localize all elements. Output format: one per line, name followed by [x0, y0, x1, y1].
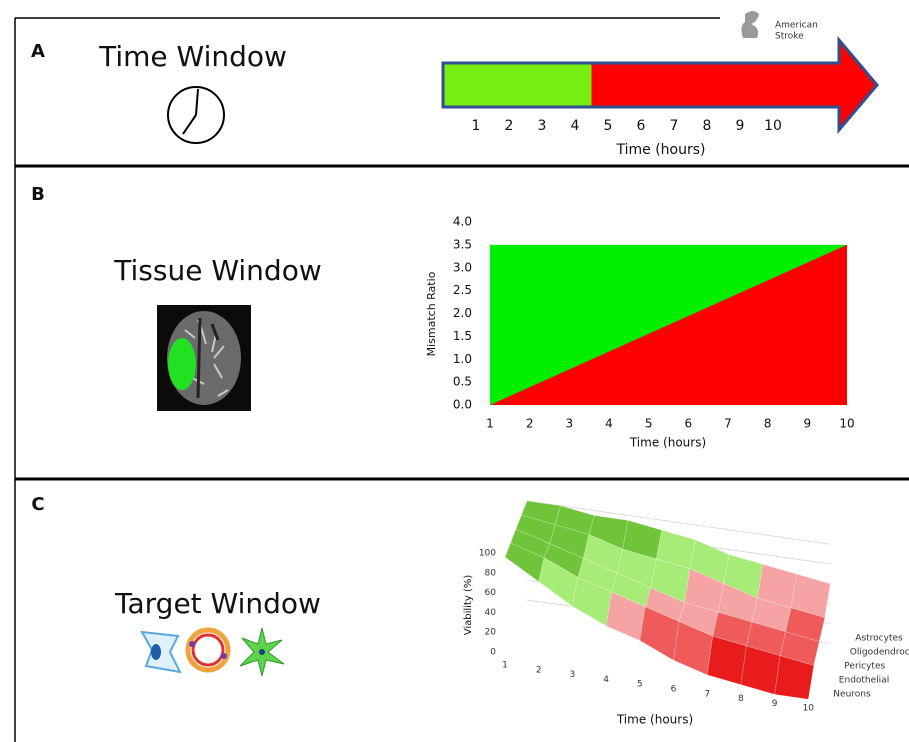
panel-title: Target Window	[114, 587, 321, 620]
series-label: Astrocytes	[855, 634, 903, 644]
panel-title: Tissue Window	[113, 254, 321, 287]
x-tick-label: 7	[704, 689, 710, 699]
x-tick-label: 8	[703, 118, 712, 134]
x-tick-label: 5	[604, 118, 613, 134]
y-tick-label: 4.0	[453, 215, 472, 229]
y-tick-label: 100	[479, 549, 496, 559]
page: {"watermark": ["American", "Stroke"], "c…	[0, 0, 909, 742]
x-tick-label: 2	[536, 665, 542, 675]
panel-title: Time Window	[98, 40, 287, 73]
x-tick-label: 8	[764, 417, 772, 431]
x-tick-label: 10	[764, 118, 782, 134]
x-tick-label: 4	[603, 675, 609, 685]
x-tick-label: 2	[526, 417, 534, 431]
y-tick-label: 20	[485, 628, 497, 638]
time-segment	[443, 63, 592, 107]
x-axis-title: Time (hours)	[629, 436, 706, 450]
logo-icon	[741, 11, 759, 38]
x-tick-label: 5	[645, 417, 653, 431]
series-label: Endothelial	[839, 676, 889, 686]
y-tick-label: 3.0	[453, 260, 472, 274]
x-tick-label: 2	[505, 118, 514, 134]
x-tick-label: 9	[772, 699, 778, 709]
series-label: Neurons	[833, 690, 871, 700]
y-tick-label: 3.5	[453, 237, 472, 251]
y-tick-label: 1.5	[453, 329, 472, 343]
y-tick-label: 0.5	[453, 375, 472, 389]
series-label: Pericytes	[844, 662, 885, 672]
logo-text: Stroke	[775, 32, 804, 42]
y-tick-label: 80	[485, 568, 497, 578]
x-tick-label: 3	[538, 118, 547, 134]
x-tick-label: 7	[724, 417, 732, 431]
x-tick-label: 1	[502, 661, 508, 671]
x-tick-label: 10	[803, 704, 815, 714]
x-tick-label: 4	[571, 118, 580, 134]
x-tick-label: 5	[637, 680, 643, 690]
y-tick-label: 0.0	[453, 398, 472, 412]
clock-hands	[183, 89, 198, 134]
x-axis-title: Time (hours)	[616, 713, 693, 727]
logo-text: American	[775, 21, 818, 31]
x-tick-label: 8	[738, 694, 744, 704]
panel-label: A	[31, 41, 45, 62]
y-tick-label: 60	[485, 588, 497, 598]
x-tick-label: 4	[605, 417, 613, 431]
y-tick-label: 2.5	[453, 283, 472, 297]
y-tick-label: 2.0	[453, 306, 472, 320]
x-tick-label: 6	[685, 417, 693, 431]
y-axis-title: Viability (%)	[463, 575, 474, 636]
panel-label: C	[31, 494, 44, 515]
x-tick-label: 6	[637, 118, 646, 134]
figure: American Stroke ATime Window12345678910T…	[0, 0, 909, 742]
x-tick-label: 6	[671, 685, 677, 695]
x-tick-label: 10	[839, 417, 854, 431]
y-tick-label: 40	[485, 608, 497, 618]
panel-label: B	[31, 184, 45, 205]
x-tick-label: 9	[736, 118, 745, 134]
cell-icons	[142, 628, 284, 676]
time-segment	[592, 40, 878, 130]
x-tick-label: 9	[804, 417, 812, 431]
x-tick-label: 3	[566, 417, 574, 431]
series-label: Oligodendrocytes	[850, 648, 909, 658]
y-tick-label: 1.0	[453, 352, 472, 366]
brain-scan	[157, 305, 251, 411]
x-tick-label: 1	[472, 118, 481, 134]
x-tick-label: 3	[570, 670, 576, 680]
y-axis-title: Mismatch Ratio	[425, 271, 438, 356]
x-tick-label: 7	[670, 118, 679, 134]
x-tick-label: 1	[486, 417, 494, 431]
x-axis-title: Time (hours)	[616, 142, 706, 158]
y-tick-label: 0	[490, 648, 496, 658]
